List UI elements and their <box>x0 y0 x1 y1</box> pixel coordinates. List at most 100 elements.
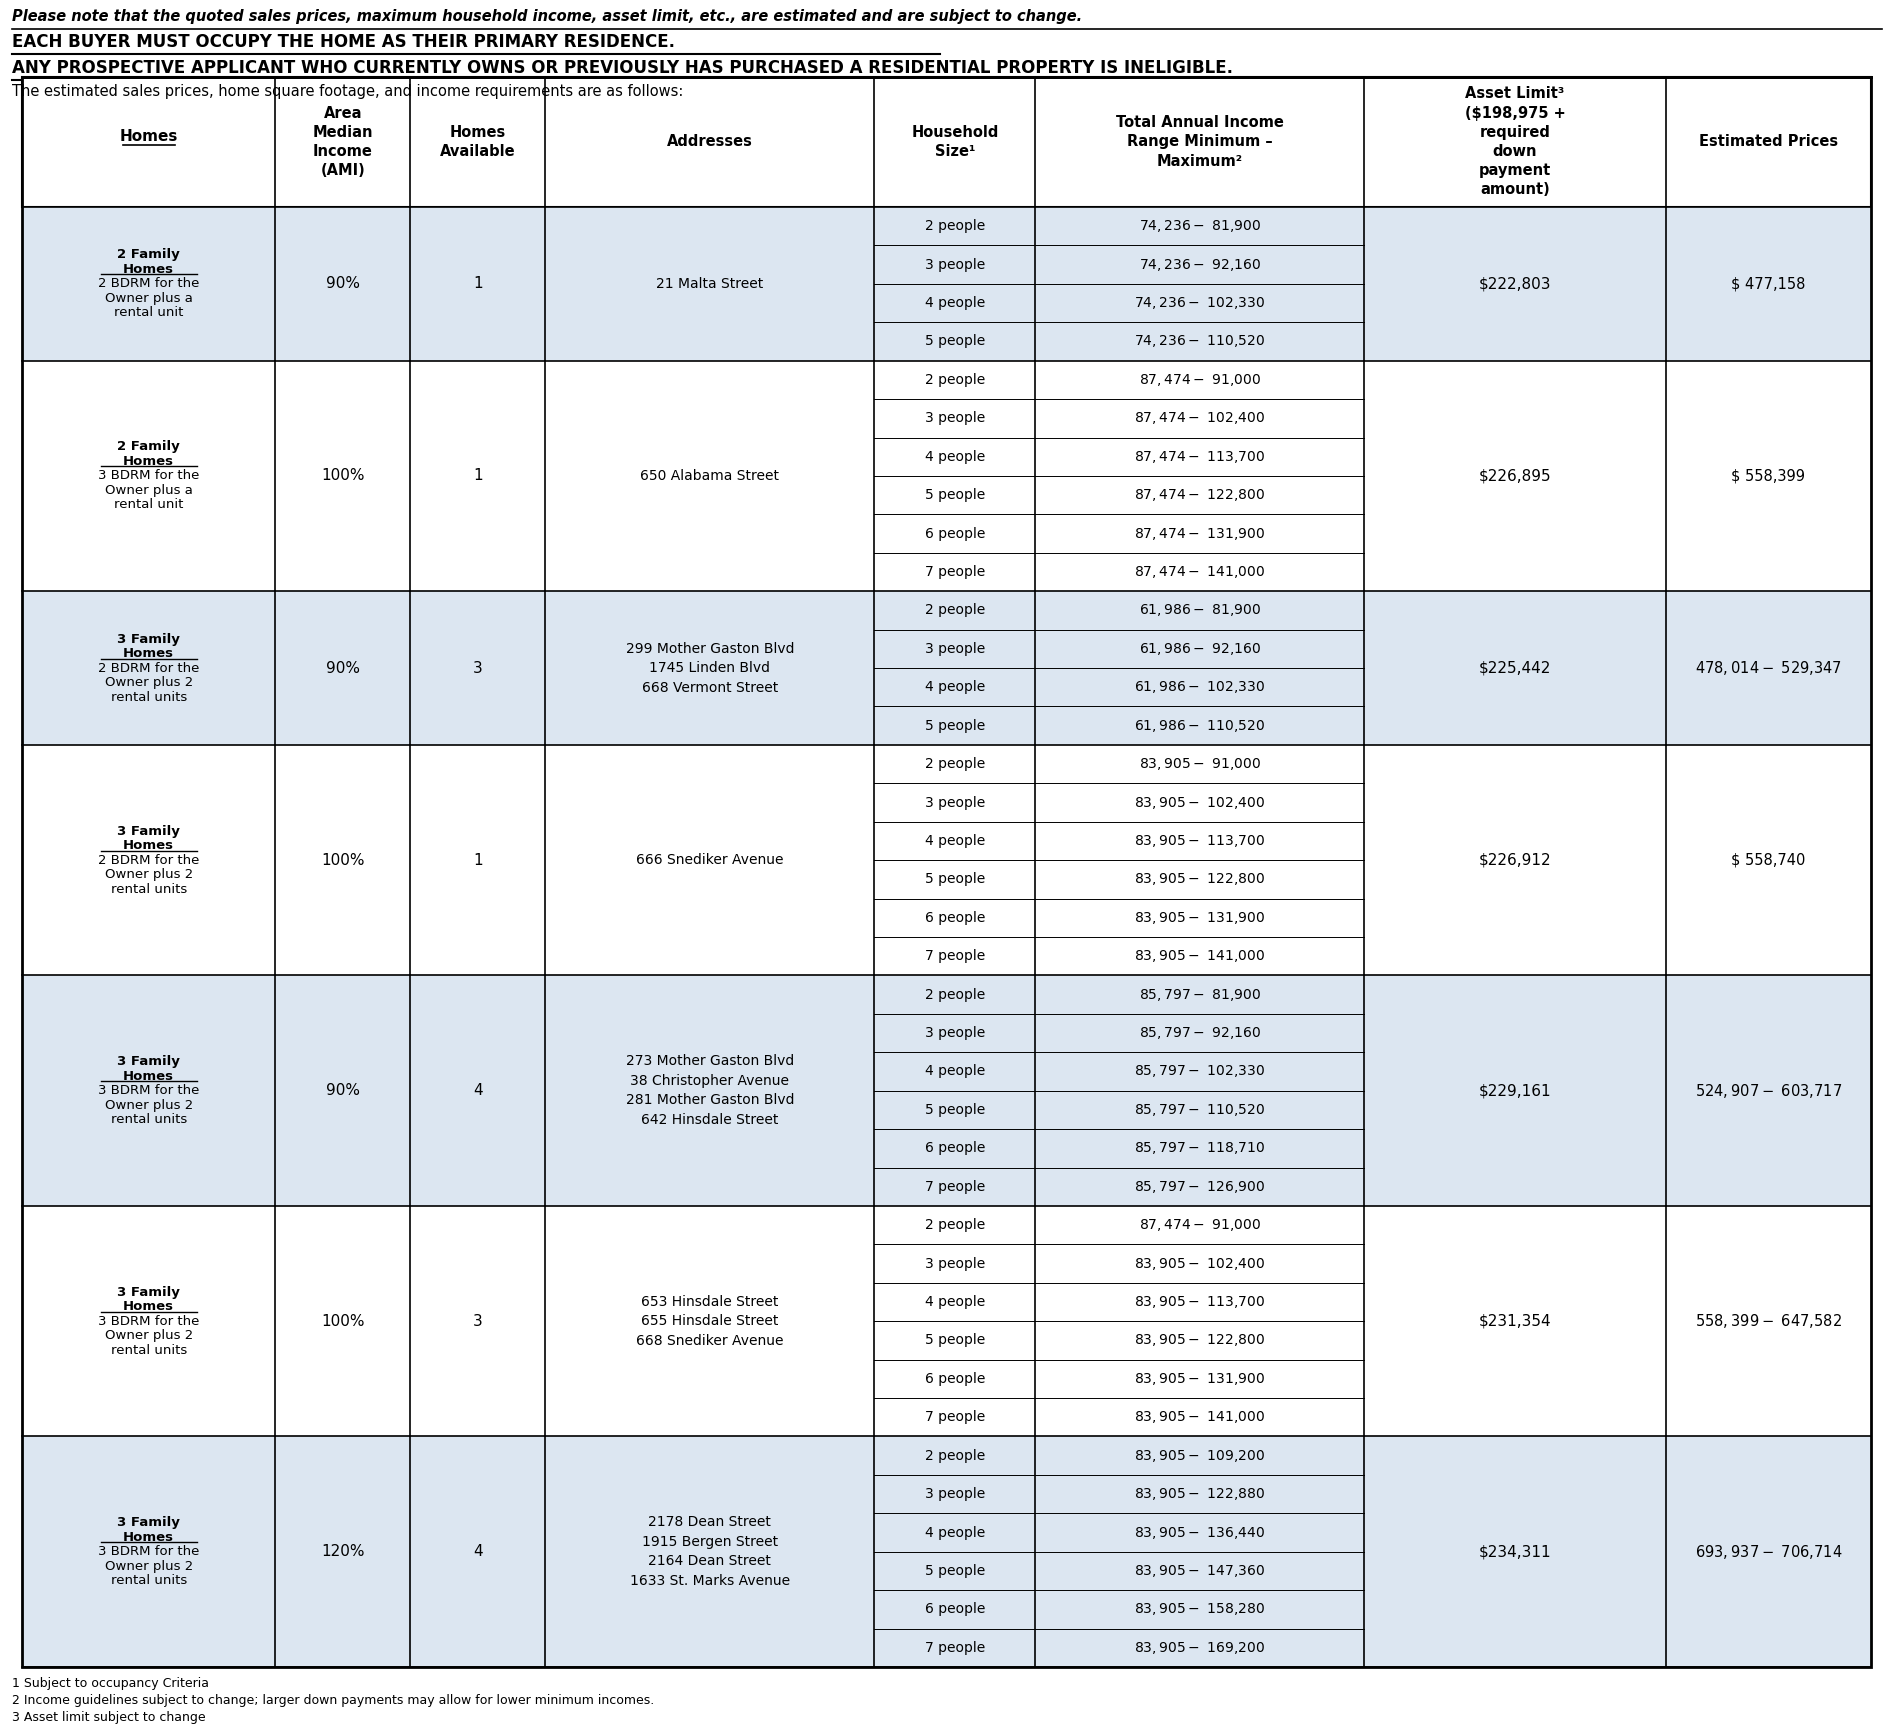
Text: Owner plus 2: Owner plus 2 <box>104 1329 193 1343</box>
Text: 3 BDRM for the: 3 BDRM for the <box>98 470 199 482</box>
Text: $ 74,236 - $ 81,900: $ 74,236 - $ 81,900 <box>1138 219 1261 234</box>
Text: 6 people: 6 people <box>924 1372 985 1386</box>
Text: 4 people: 4 people <box>924 449 985 463</box>
Text: Homes
Available: Homes Available <box>439 125 515 160</box>
Text: Homes: Homes <box>123 647 174 659</box>
Text: Homes: Homes <box>123 1070 174 1083</box>
Text: ANY PROSPECTIVE APPLICANT WHO CURRENTLY OWNS OR PREVIOUSLY HAS PURCHASED A RESID: ANY PROSPECTIVE APPLICANT WHO CURRENTLY … <box>11 59 1233 76</box>
Text: 7 people: 7 people <box>924 1411 985 1424</box>
Text: 3 people: 3 people <box>924 257 985 272</box>
Text: $ 478,014 - $ 529,347: $ 478,014 - $ 529,347 <box>1695 659 1841 677</box>
Text: rental units: rental units <box>110 1574 188 1588</box>
Text: 3 Family: 3 Family <box>117 1055 180 1069</box>
Text: rental units: rental units <box>110 883 188 895</box>
Text: 3 Family: 3 Family <box>117 1286 180 1300</box>
Text: Owner plus 2: Owner plus 2 <box>104 1560 193 1572</box>
Text: 653 Hinsdale Street
655 Hinsdale Street
668 Snediker Avenue: 653 Hinsdale Street 655 Hinsdale Street … <box>636 1294 784 1348</box>
Text: 6 people: 6 people <box>924 1603 985 1617</box>
Text: 100%: 100% <box>322 1313 364 1329</box>
Text: 2 people: 2 people <box>924 987 985 1001</box>
Text: $ 558,740: $ 558,740 <box>1731 852 1805 868</box>
Text: Homes: Homes <box>123 1530 174 1544</box>
Text: $ 83,905 - $ 113,700: $ 83,905 - $ 113,700 <box>1135 833 1265 848</box>
Text: $ 87,474 - $ 91,000: $ 87,474 - $ 91,000 <box>1138 1218 1261 1234</box>
Text: 3: 3 <box>474 661 483 675</box>
Text: $ 83,905 - $ 136,440: $ 83,905 - $ 136,440 <box>1135 1525 1265 1541</box>
Text: $ 61,986 - $ 92,160: $ 61,986 - $ 92,160 <box>1138 640 1261 658</box>
Text: 4: 4 <box>474 1544 483 1560</box>
Text: 4 people: 4 people <box>924 297 985 311</box>
Text: 90%: 90% <box>326 1083 360 1098</box>
Text: $225,442: $225,442 <box>1479 661 1551 675</box>
Text: $ 83,905 - $ 91,000: $ 83,905 - $ 91,000 <box>1138 756 1261 772</box>
Text: $ 87,474 - $ 131,900: $ 87,474 - $ 131,900 <box>1135 526 1265 541</box>
Text: Owner plus a: Owner plus a <box>104 484 193 496</box>
Text: $ 83,905 - $ 131,900: $ 83,905 - $ 131,900 <box>1135 1371 1265 1386</box>
Text: $ 85,797 - $ 126,900: $ 85,797 - $ 126,900 <box>1135 1178 1265 1195</box>
Text: $ 61,986 - $ 81,900: $ 61,986 - $ 81,900 <box>1138 602 1261 618</box>
Text: $ 74,236 - $ 92,160: $ 74,236 - $ 92,160 <box>1138 257 1261 272</box>
Text: 2 people: 2 people <box>924 604 985 618</box>
Text: 3 people: 3 people <box>924 642 985 656</box>
Text: $ 83,905 - $ 169,200: $ 83,905 - $ 169,200 <box>1135 1640 1265 1655</box>
Text: $ 558,399: $ 558,399 <box>1731 468 1805 484</box>
Text: $ 524,907 - $ 603,717: $ 524,907 - $ 603,717 <box>1695 1081 1843 1100</box>
Text: 1: 1 <box>474 468 483 484</box>
Text: 90%: 90% <box>326 276 360 291</box>
Text: $ 85,797 - $ 81,900: $ 85,797 - $ 81,900 <box>1138 987 1261 1003</box>
Text: rental unit: rental unit <box>114 498 184 512</box>
Text: Owner plus 2: Owner plus 2 <box>104 677 193 689</box>
Text: 2 people: 2 people <box>924 1449 985 1463</box>
Text: 1 Subject to occupancy Criteria: 1 Subject to occupancy Criteria <box>11 1678 208 1690</box>
Text: $ 74,236 - $ 102,330: $ 74,236 - $ 102,330 <box>1135 295 1265 311</box>
Text: Addresses: Addresses <box>667 135 752 149</box>
Text: 4 people: 4 people <box>924 1525 985 1539</box>
Bar <box>23 76 1871 206</box>
Text: $ 83,905 - $ 122,880: $ 83,905 - $ 122,880 <box>1135 1487 1265 1503</box>
Text: $229,161: $229,161 <box>1479 1083 1551 1098</box>
Text: 3: 3 <box>474 1313 483 1329</box>
Text: 7 people: 7 people <box>924 1180 985 1194</box>
Text: 3 Family: 3 Family <box>117 824 180 838</box>
Text: $ 85,797 - $ 118,710: $ 85,797 - $ 118,710 <box>1135 1140 1265 1156</box>
Text: Homes: Homes <box>123 1300 174 1313</box>
Text: $ 558,399 - $ 647,582: $ 558,399 - $ 647,582 <box>1695 1312 1841 1331</box>
Text: Homes: Homes <box>123 455 174 468</box>
Text: $ 87,474 - $ 122,800: $ 87,474 - $ 122,800 <box>1135 488 1265 503</box>
Text: The estimated sales prices, home square footage, and income requirements are as : The estimated sales prices, home square … <box>11 83 684 99</box>
Text: $234,311: $234,311 <box>1479 1544 1551 1560</box>
Text: $ 87,474 - $ 91,000: $ 87,474 - $ 91,000 <box>1138 371 1261 389</box>
Text: 1: 1 <box>474 852 483 868</box>
Text: Estimated Prices: Estimated Prices <box>1699 135 1837 149</box>
Text: 4: 4 <box>474 1083 483 1098</box>
Text: $ 85,797 - $ 110,520: $ 85,797 - $ 110,520 <box>1135 1102 1265 1117</box>
Text: Homes: Homes <box>123 262 174 276</box>
Text: $ 85,797 - $ 102,330: $ 85,797 - $ 102,330 <box>1135 1064 1265 1079</box>
Text: 6 people: 6 people <box>924 911 985 925</box>
Text: EACH BUYER MUST OCCUPY THE HOME AS THEIR PRIMARY RESIDENCE.: EACH BUYER MUST OCCUPY THE HOME AS THEIR… <box>11 33 674 50</box>
Text: Asset Limit³
($198,975 +
required
down
payment
amount): Asset Limit³ ($198,975 + required down p… <box>1464 87 1566 198</box>
Text: 2 people: 2 people <box>924 373 985 387</box>
Text: 7 people: 7 people <box>924 1641 985 1655</box>
Text: $ 83,905 - $ 131,900: $ 83,905 - $ 131,900 <box>1135 909 1265 926</box>
Bar <box>23 206 1871 361</box>
Text: 3 people: 3 people <box>924 1256 985 1270</box>
Text: $ 83,905 - $ 141,000: $ 83,905 - $ 141,000 <box>1135 949 1265 965</box>
Text: $ 83,905 - $ 147,360: $ 83,905 - $ 147,360 <box>1135 1563 1265 1579</box>
Text: 3 people: 3 people <box>924 1487 985 1501</box>
Text: $ 83,905 - $ 102,400: $ 83,905 - $ 102,400 <box>1135 795 1265 810</box>
Text: $ 83,905 - $ 113,700: $ 83,905 - $ 113,700 <box>1135 1294 1265 1310</box>
Text: Owner plus 2: Owner plus 2 <box>104 1098 193 1112</box>
Bar <box>23 1437 1871 1667</box>
Text: 666 Snediker Avenue: 666 Snediker Avenue <box>636 854 784 868</box>
Text: 6 people: 6 people <box>924 1142 985 1156</box>
Text: 650 Alabama Street: 650 Alabama Street <box>640 468 778 482</box>
Text: $ 61,986 - $ 110,520: $ 61,986 - $ 110,520 <box>1135 718 1265 734</box>
Text: 7 people: 7 people <box>924 566 985 579</box>
Text: 5 people: 5 people <box>924 1103 985 1117</box>
Text: 1: 1 <box>474 276 483 291</box>
Text: $ 83,905 - $ 141,000: $ 83,905 - $ 141,000 <box>1135 1409 1265 1424</box>
Text: 3 BDRM for the: 3 BDRM for the <box>98 1084 199 1097</box>
Text: rental units: rental units <box>110 1343 188 1357</box>
Text: 5 people: 5 people <box>924 718 985 732</box>
